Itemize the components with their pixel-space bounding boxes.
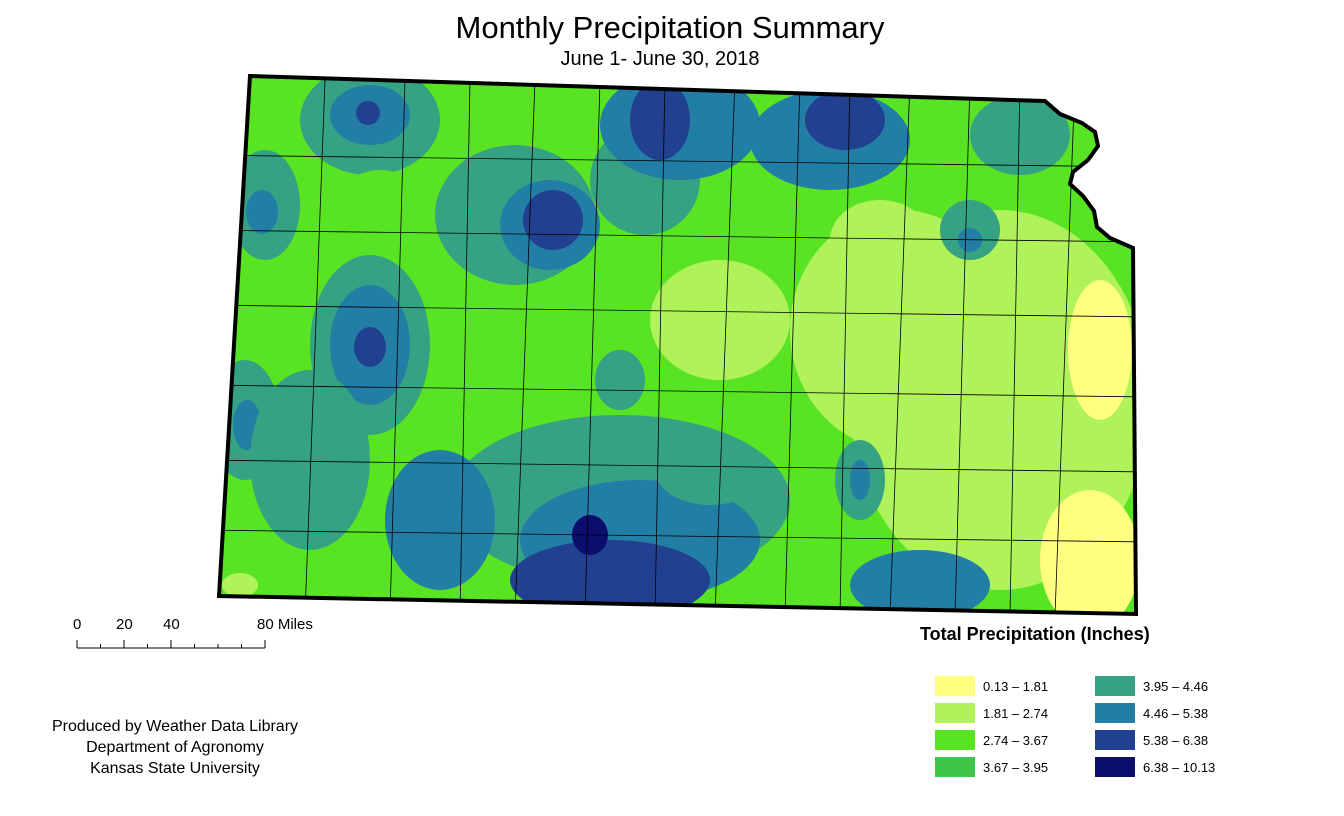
precipitation-zone: [250, 370, 370, 550]
legend-item: 0.13 – 1.81: [935, 676, 1095, 698]
legend-item: 2.74 – 3.67: [935, 730, 1095, 752]
credit-line-2: Department of Agronomy: [86, 739, 264, 756]
precipitation-zone: [523, 190, 583, 250]
legend-label: 3.67 – 3.95: [983, 760, 1049, 775]
legend-item: 1.81 – 2.74: [935, 703, 1095, 725]
legend-item: 3.95 – 4.46: [1095, 676, 1255, 698]
map-title: Monthly Precipitation Summary: [455, 10, 885, 45]
precipitation-zones: [219, 76, 1136, 614]
county-lines: [219, 79, 1136, 614]
scale-ruler: [76, 640, 266, 649]
county-line: [954, 79, 971, 614]
legend-swatch: [935, 703, 975, 723]
legend-label: 2.74 – 3.67: [983, 733, 1049, 748]
map-subtitle: June 1- June 30, 2018: [560, 48, 760, 70]
county-line: [654, 79, 666, 614]
legend-label: 0.13 – 1.81: [983, 679, 1049, 694]
precipitation-zone: [385, 450, 495, 590]
county-line: [839, 79, 851, 614]
county-line: [514, 79, 536, 614]
credit-line-1: Produced by Weather Data Library: [51, 718, 299, 735]
legend-label: 1.81 – 2.74: [983, 706, 1049, 721]
legend-item: 3.67 – 3.95: [935, 757, 1095, 779]
credit-line-3: Kansas State University: [90, 760, 260, 777]
legend-item: 4.46 – 5.38: [1095, 703, 1255, 725]
precipitation-zone: [510, 540, 710, 614]
county-line: [584, 79, 601, 614]
county-line: [219, 304, 1136, 318]
county-line: [219, 459, 1136, 473]
precipitation-zone: [222, 573, 258, 597]
precipitation-zone: [1040, 490, 1136, 614]
legend-swatch: [1095, 757, 1135, 777]
legend: 0.13 – 1.81 1.81 – 2.74 2.74 – 3.67 3.67…: [935, 676, 1255, 786]
precipitation-zone: [595, 350, 645, 410]
precipitation-zone: [790, 210, 1010, 450]
precipitation-zone: [1068, 280, 1132, 420]
precipitation-zone: [655, 435, 765, 505]
county-line: [219, 529, 1136, 543]
legend-swatch: [1095, 703, 1135, 723]
precipitation-zone: [340, 170, 420, 230]
precipitation-zone: [246, 190, 278, 234]
precipitation-zone: [630, 80, 690, 160]
credits-block: Produced by Weather Data Library Departm…: [20, 716, 330, 779]
legend-label: 4.46 – 5.38: [1143, 706, 1209, 721]
county-line: [714, 79, 736, 614]
county-line: [389, 79, 406, 614]
county-line: [219, 229, 1136, 243]
precipitation-zone: [356, 101, 380, 125]
precipitation-zone: [970, 95, 1070, 175]
legend-swatch: [935, 757, 975, 777]
legend-swatch: [1095, 730, 1135, 750]
scale-bar: 0 20 40 80 Miles: [70, 612, 340, 662]
state-outline: [216, 73, 1139, 617]
county-line: [889, 79, 911, 614]
scale-label-20: 20: [116, 616, 133, 633]
legend-item: 5.38 – 6.38: [1095, 730, 1255, 752]
county-line: [219, 384, 1136, 398]
county-line: [459, 79, 471, 614]
legend-title: Total Precipitation (Inches): [920, 624, 1150, 644]
county-line: [1054, 79, 1076, 614]
precipitation-zone: [805, 90, 885, 150]
legend-swatch: [935, 730, 975, 750]
precipitation-zone: [830, 200, 930, 280]
legend-swatch: [1095, 676, 1135, 696]
county-line: [1009, 79, 1021, 614]
precipitation-fill: [219, 76, 1136, 614]
county-line: [304, 79, 326, 614]
county-line: [219, 154, 1136, 168]
legend-swatch: [935, 676, 975, 696]
legend-label: 3.95 – 4.46: [1143, 679, 1209, 694]
scale-label-80: 80 Miles: [257, 616, 313, 633]
precipitation-zone: [354, 327, 386, 367]
legend-label: 5.38 – 6.38: [1143, 733, 1209, 748]
legend-item: 6.38 – 10.13: [1095, 757, 1255, 779]
county-line: [784, 79, 801, 614]
precipitation-zone: [650, 260, 790, 380]
scale-label-40: 40: [163, 616, 180, 633]
legend-label: 6.38 – 10.13: [1143, 760, 1216, 775]
scale-label-0: 0: [73, 616, 82, 633]
precipitation-zone: [850, 460, 870, 500]
